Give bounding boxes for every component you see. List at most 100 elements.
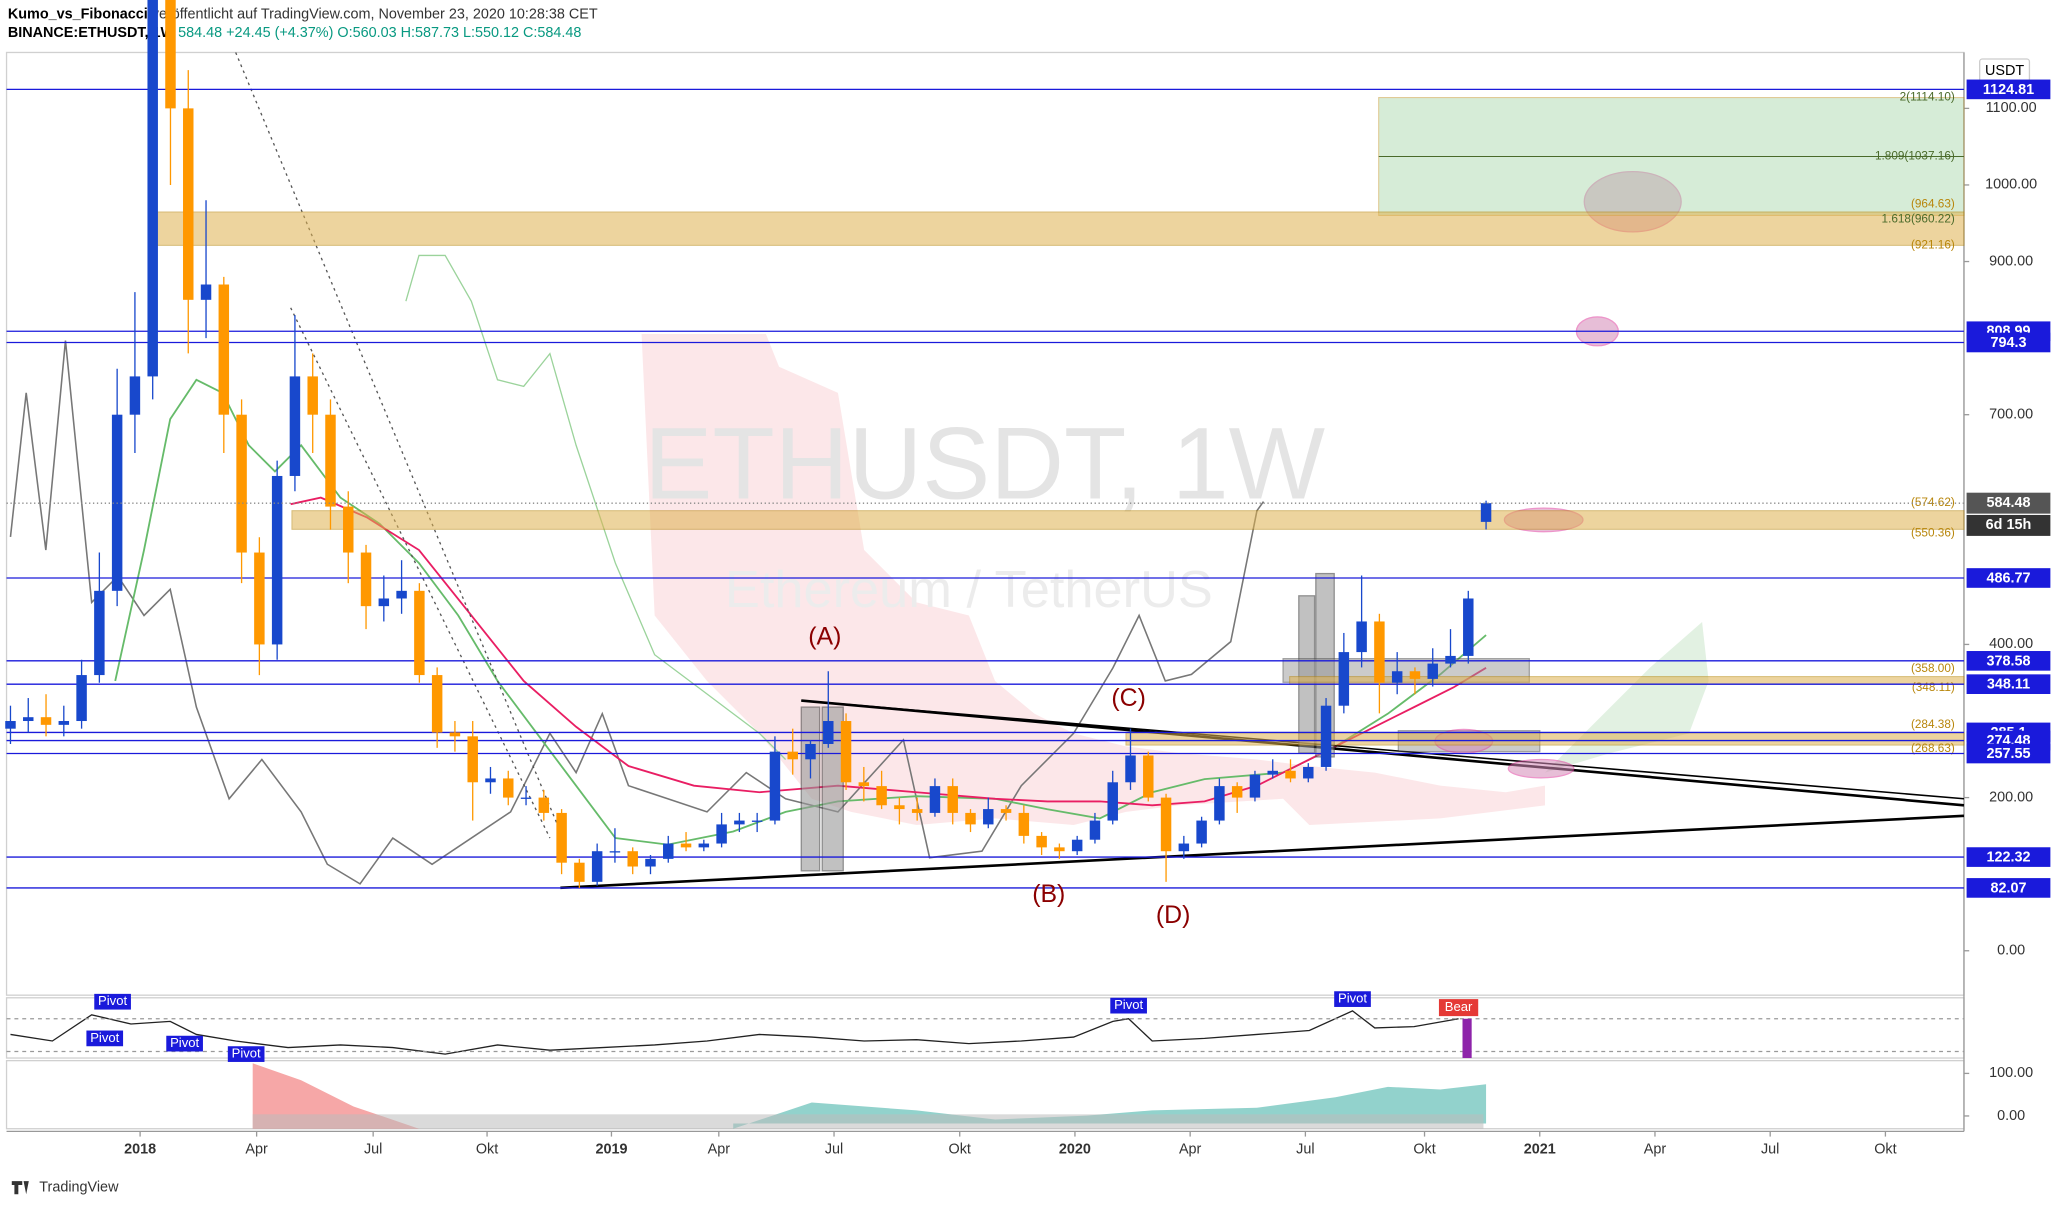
dotted-trend-2	[290, 307, 551, 839]
currency: USDT	[1985, 63, 2024, 79]
fib-zone	[150, 211, 1965, 246]
volume-box	[800, 706, 821, 872]
candle-body	[947, 786, 958, 813]
candle-body	[183, 108, 194, 300]
last-price-label: 584.48	[1986, 495, 2030, 511]
candle-body	[40, 717, 52, 725]
pivot-pane	[5, 997, 1965, 1059]
candle-body	[378, 598, 390, 607]
candle-body	[1303, 766, 1314, 779]
dotted-trend	[235, 52, 564, 839]
last-price: 584.48	[178, 25, 222, 41]
level-badge	[1966, 651, 2051, 671]
candle-body	[503, 778, 514, 798]
candle-body	[1267, 770, 1278, 775]
candle-body	[823, 721, 834, 744]
level-badge	[1966, 568, 2051, 588]
fib-zone	[1125, 732, 1965, 746]
histogram	[252, 1114, 1484, 1129]
candle-body	[129, 376, 141, 415]
candle-body	[414, 590, 425, 676]
oscillator-histogram	[252, 1114, 1484, 1129]
ichimoku-cloud-future	[1544, 622, 1709, 773]
symbol: BINANCE:ETHUSDT, 1W	[8, 25, 175, 41]
osc-tick-label: 100.00	[1989, 1065, 2033, 1081]
candle-body	[307, 376, 318, 415]
pivot-label: Pivot	[232, 1046, 261, 1061]
candle-body	[360, 552, 372, 607]
candle-body	[254, 552, 265, 645]
fib-label: (268.63)	[1911, 742, 1955, 755]
bear-label: Bear	[1445, 999, 1473, 1014]
pivot-line	[10, 1010, 1459, 1055]
bear-badge	[1438, 999, 1479, 1017]
pivot-label: Pivot	[1114, 997, 1143, 1012]
candle-body	[23, 717, 34, 722]
candle-body	[147, 0, 158, 377]
candle-body	[876, 786, 887, 806]
watermark-subtitle: Ethereum / TetherUS	[725, 561, 1213, 619]
candle-body	[449, 732, 461, 737]
header-line: Kumo_vs_Fibonacci veröffentlicht auf Tra…	[8, 6, 598, 22]
candle-body	[431, 675, 443, 733]
fib-label: 1.809(1037.16)	[1875, 150, 1955, 163]
pivot-badge	[86, 1030, 124, 1047]
candle-body	[840, 721, 852, 783]
y-tick-label: 900.00	[1989, 253, 2033, 269]
trend-line-lower	[560, 814, 1965, 890]
x-tick-label: Jul	[364, 1141, 382, 1157]
pivot-label: Pivot	[98, 993, 127, 1008]
candle-body	[165, 0, 176, 109]
pivot-labels: Pivot Pivot Pivot Pivot Pivot Pivot Bear	[86, 991, 1479, 1062]
candle-body	[236, 414, 247, 553]
watermark: ETHUSDT, 1W	[644, 406, 1325, 520]
ichimoku-cloud	[641, 333, 1545, 825]
candle-body	[1409, 671, 1421, 679]
x-tick-label: 2021	[1524, 1141, 1556, 1157]
level-badge	[1966, 878, 2051, 898]
x-tick-label: 2020	[1059, 1141, 1091, 1157]
candle-body	[663, 843, 674, 859]
osc-tick-label: 0.00	[1997, 1108, 2025, 1124]
pivot-label: Pivot	[90, 1030, 119, 1045]
candle-body	[538, 797, 550, 813]
level-badge	[1966, 847, 2051, 867]
candle-body	[1178, 843, 1190, 852]
level-badge	[1966, 743, 2051, 764]
x-tick-label: 2019	[595, 1141, 627, 1157]
candle-body	[289, 376, 301, 476]
candle-body	[734, 820, 745, 825]
candle-body	[271, 475, 283, 645]
change: +24.45 (+4.37%)	[226, 25, 333, 41]
candle-body	[1036, 835, 1047, 848]
candles	[5, 0, 1492, 888]
candle-body	[1089, 820, 1101, 840]
y-tick-label: 700.00	[1989, 406, 2033, 422]
candle-body	[769, 751, 781, 821]
candle-body	[1427, 663, 1438, 679]
level-label: 794.3	[1990, 335, 2026, 351]
candle-body	[200, 284, 212, 300]
last-price-badge	[1966, 492, 2051, 514]
candle-body	[929, 786, 941, 813]
level-label: 257.55	[1986, 746, 2030, 762]
candle-body	[609, 851, 621, 853]
volume-box	[821, 706, 844, 872]
ohlc: O:560.03 H:587.73 L:550.12 C:584.48	[337, 25, 581, 41]
y-tick-label: 0.00	[1997, 943, 2025, 959]
comparison-line	[9, 340, 1265, 885]
candle-body	[1480, 503, 1492, 522]
pivot-badge	[1334, 991, 1371, 1007]
x-tick-label: Okt	[949, 1141, 971, 1157]
fib-zone	[1289, 676, 1965, 685]
candle-body	[1320, 705, 1332, 767]
candle-body	[965, 812, 976, 825]
candle-body	[858, 782, 870, 787]
countdown-badge	[1966, 514, 2051, 536]
candle-body	[1196, 820, 1207, 844]
candle-body	[76, 675, 87, 722]
oscillator-area-negative	[252, 1063, 419, 1129]
pivot-badge	[94, 993, 131, 1010]
wave-annotation: (D)	[1156, 901, 1191, 929]
